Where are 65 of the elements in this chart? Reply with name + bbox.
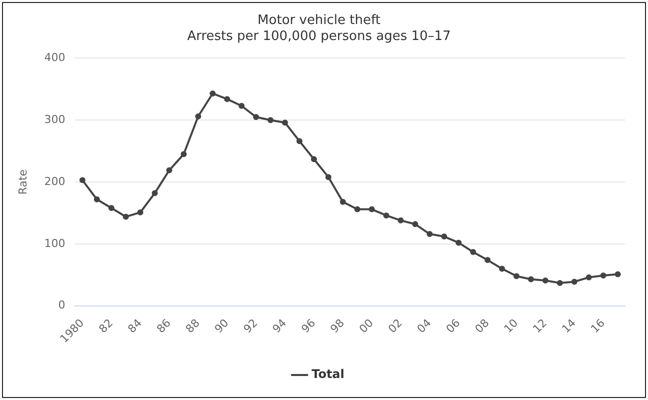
x-tick-label: 06 [444,316,463,336]
x-tick-label: 08 [472,316,492,336]
point [412,221,418,228]
point [152,190,158,196]
point [441,234,448,240]
point [513,273,520,280]
point [456,240,462,246]
point [528,276,534,282]
point [224,96,230,102]
point [79,177,86,184]
point [94,196,100,202]
x-tick-label: 86 [154,316,174,336]
x-tick-label: 00 [356,316,376,336]
x-tick-label: 94 [270,316,290,336]
point [210,90,216,96]
y-tick-label: 0 [58,298,66,312]
x-tick-label: 84 [125,316,144,336]
chart-subtitle: Arrests per 100,000 persons ages 10–17 [187,28,451,44]
y-tick-label: 300 [44,112,66,126]
point [122,214,129,220]
x-tick-label: 98 [328,316,348,336]
point [586,274,592,280]
point [542,277,548,284]
y-tick-label: 200 [44,174,66,188]
point [398,217,404,224]
point [108,205,114,212]
chart-title: Motor vehicle theft [258,13,380,28]
point [600,272,606,279]
legend-label: Total [312,367,344,382]
y-axis-title: Rate [16,169,30,195]
point [426,231,433,238]
point [354,206,360,212]
x-tick-label: 10 [502,316,521,336]
x-tick-label: 90 [212,316,232,336]
point [499,266,506,272]
x-tick-label: 82 [96,316,116,336]
point [180,151,187,158]
x-tick-label: 96 [298,316,318,336]
point [282,120,288,126]
point [166,167,172,174]
point [470,249,476,256]
point [310,156,317,162]
point [368,206,375,212]
x-tick-label: 04 [414,316,434,336]
point [195,113,202,120]
point [238,102,245,109]
y-tick-label: 400 [44,51,66,64]
point [571,278,578,285]
x-tick-label: 16 [588,316,608,336]
point [340,198,346,205]
point [614,271,621,278]
point [268,117,274,124]
x-tick-label: 12 [530,316,550,336]
x-tick-label: 88 [183,316,202,336]
point [484,257,491,264]
point [137,209,144,216]
y-tick-label: 100 [44,236,66,250]
point [556,280,563,286]
point [325,174,332,180]
point [253,114,260,120]
x-tick-label: 14 [559,316,579,336]
x-tick-label: 92 [241,316,260,336]
x-tick-label: 02 [386,316,405,336]
point [383,212,390,218]
point [296,138,302,144]
